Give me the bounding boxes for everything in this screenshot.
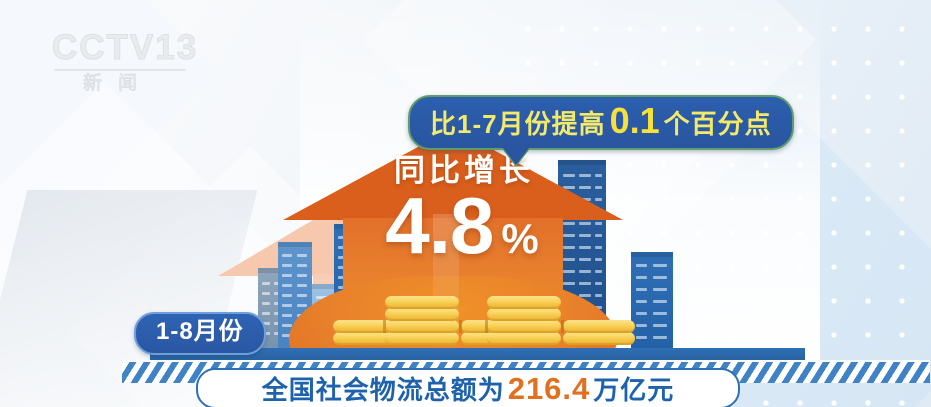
- comparison-banner: 比1-7月份提高 0.1 个百分点: [408, 95, 794, 165]
- headline-prefix: 全国社会物流总额为: [261, 375, 505, 405]
- cctv13-logo-subtitle: 新闻: [82, 73, 153, 95]
- cctv13-logo: CCTV13 新闻: [51, 28, 199, 95]
- ground-band: [150, 348, 805, 362]
- comparison-prefix: 比1-7月份提高: [430, 109, 606, 139]
- cctv13-logo-rule: [54, 69, 186, 71]
- comparison-value: 0.1: [609, 100, 660, 141]
- headline-value: 216.4: [507, 371, 591, 406]
- period-pill-label: 1-8月份: [156, 318, 244, 345]
- headline-bar: 全国社会物流总额为 216.4 万亿元: [196, 368, 740, 407]
- cctv13-logo-text: CCTV13: [51, 28, 199, 67]
- headline-suffix: 万亿元: [593, 375, 675, 405]
- comparison-suffix: 个百分点: [663, 109, 772, 139]
- period-pill: 1-8月份: [134, 312, 266, 355]
- growth-value-group: 4.8 %: [301, 181, 623, 270]
- growth-value: 4.8: [385, 181, 494, 270]
- comparison-banner-pointer: [503, 147, 529, 165]
- growth-percent-sign: %: [501, 215, 539, 262]
- growth-callout: 同比增长 4.8 %: [283, 155, 623, 265]
- headline-text: 全国社会物流总额为 216.4 万亿元: [262, 373, 675, 404]
- city-skyline-icon: [631, 252, 673, 350]
- comparison-banner-box: 比1-7月份提高 0.1 个百分点: [408, 95, 794, 150]
